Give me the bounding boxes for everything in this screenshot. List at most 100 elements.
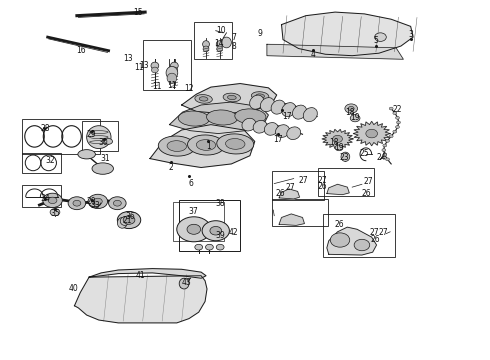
Text: 11: 11: [134, 63, 144, 72]
Circle shape: [205, 244, 213, 250]
Ellipse shape: [249, 95, 264, 109]
Text: 35: 35: [50, 209, 60, 218]
Circle shape: [109, 197, 126, 210]
Text: 26: 26: [370, 235, 380, 244]
Text: 11: 11: [167, 81, 177, 90]
Ellipse shape: [253, 121, 267, 133]
Circle shape: [389, 107, 393, 110]
Text: 25: 25: [359, 149, 368, 158]
Text: 28: 28: [41, 124, 50, 133]
Bar: [194, 22, 232, 59]
Ellipse shape: [117, 217, 127, 228]
Text: 18: 18: [329, 138, 339, 147]
Ellipse shape: [202, 41, 209, 48]
Text: 2: 2: [169, 163, 173, 172]
Text: 37: 37: [189, 207, 198, 216]
Ellipse shape: [282, 103, 296, 117]
Ellipse shape: [120, 217, 129, 225]
Ellipse shape: [256, 94, 265, 98]
Circle shape: [386, 139, 390, 142]
Bar: [82, 121, 118, 151]
Text: 24: 24: [377, 153, 386, 162]
Ellipse shape: [275, 125, 290, 138]
Polygon shape: [327, 184, 349, 195]
Ellipse shape: [158, 136, 196, 156]
Polygon shape: [170, 102, 269, 134]
Text: 12: 12: [184, 84, 193, 93]
Text: 34: 34: [40, 194, 50, 203]
Ellipse shape: [87, 126, 111, 149]
Polygon shape: [279, 214, 304, 225]
Text: 7: 7: [231, 33, 236, 42]
Ellipse shape: [287, 127, 301, 140]
Text: 36: 36: [125, 212, 135, 221]
Polygon shape: [74, 276, 207, 323]
Ellipse shape: [166, 66, 178, 79]
Text: 33: 33: [91, 201, 100, 210]
Polygon shape: [89, 269, 206, 278]
Text: 42: 42: [228, 228, 238, 237]
Text: 26: 26: [361, 189, 370, 198]
Ellipse shape: [178, 111, 209, 126]
Text: 27: 27: [364, 176, 373, 185]
Ellipse shape: [179, 278, 189, 289]
Ellipse shape: [188, 135, 224, 155]
Text: 27: 27: [370, 228, 379, 237]
Text: 38: 38: [215, 199, 225, 208]
Circle shape: [50, 208, 60, 216]
Ellipse shape: [271, 100, 285, 114]
Circle shape: [374, 33, 386, 41]
Bar: [22, 118, 100, 154]
Text: 30: 30: [99, 138, 109, 147]
Circle shape: [389, 135, 393, 138]
Circle shape: [383, 144, 387, 147]
Text: 40: 40: [69, 284, 78, 293]
Text: 43: 43: [182, 278, 192, 287]
Circle shape: [383, 153, 387, 156]
Bar: [173, 202, 224, 242]
Circle shape: [216, 244, 224, 250]
Text: 10: 10: [216, 26, 226, 35]
Circle shape: [43, 193, 62, 207]
Text: 18: 18: [345, 108, 355, 117]
Text: 14: 14: [214, 39, 223, 48]
Text: 13: 13: [139, 61, 148, 70]
Circle shape: [345, 104, 358, 113]
Ellipse shape: [207, 110, 238, 125]
Ellipse shape: [92, 163, 114, 174]
Text: 39: 39: [215, 231, 225, 240]
Ellipse shape: [221, 37, 231, 48]
Text: 9: 9: [257, 29, 262, 38]
Circle shape: [202, 221, 229, 241]
Ellipse shape: [341, 152, 350, 161]
Text: 17: 17: [283, 112, 292, 121]
Text: 26: 26: [317, 181, 327, 190]
Circle shape: [393, 130, 397, 133]
Text: 17: 17: [273, 135, 283, 144]
Circle shape: [48, 197, 57, 203]
Circle shape: [210, 226, 221, 235]
Circle shape: [348, 107, 354, 111]
Text: 27: 27: [379, 228, 388, 237]
Text: 21: 21: [122, 216, 132, 225]
Text: 20: 20: [87, 197, 97, 206]
Circle shape: [395, 116, 399, 119]
Ellipse shape: [216, 41, 223, 48]
Circle shape: [330, 233, 350, 247]
Bar: [272, 199, 328, 226]
Polygon shape: [279, 189, 299, 199]
Text: 16: 16: [76, 46, 86, 55]
Polygon shape: [267, 44, 403, 59]
Text: 3: 3: [408, 30, 413, 39]
Circle shape: [335, 145, 343, 151]
Polygon shape: [322, 129, 353, 148]
Ellipse shape: [217, 134, 254, 154]
Bar: [22, 185, 61, 207]
Ellipse shape: [260, 98, 274, 112]
Circle shape: [382, 149, 386, 152]
Circle shape: [386, 158, 390, 161]
Ellipse shape: [235, 109, 266, 124]
Circle shape: [333, 135, 343, 143]
Ellipse shape: [217, 46, 222, 52]
Text: 41: 41: [135, 271, 145, 280]
